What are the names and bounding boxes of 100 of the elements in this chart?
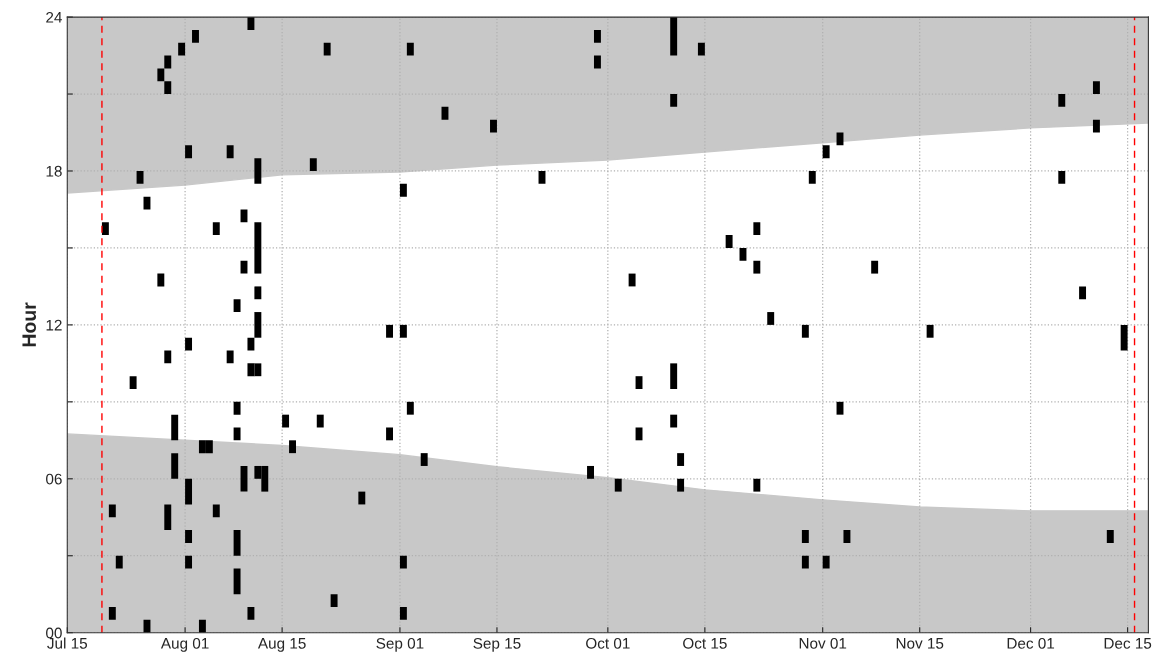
bar [178, 42, 186, 56]
bar [926, 324, 934, 338]
bar [822, 555, 830, 569]
bar [1092, 119, 1100, 133]
bar [254, 312, 262, 338]
bar [1092, 81, 1100, 95]
x-tick-label: Oct 01 [586, 637, 630, 649]
bar [101, 222, 109, 236]
x-tick-label: Nov 15 [896, 638, 944, 649]
bar [233, 530, 241, 556]
x-tick-label: Dec 15 [1104, 638, 1152, 649]
bar [323, 42, 331, 56]
bar [198, 619, 206, 633]
bar [185, 337, 193, 351]
bar [282, 414, 290, 428]
bar [212, 504, 220, 518]
bar [247, 337, 255, 351]
bar [171, 453, 179, 479]
x-tick-label: Sep 15 [473, 637, 521, 652]
y-tick-label: 12 [46, 319, 62, 331]
bar [157, 273, 165, 287]
bar [725, 235, 733, 248]
bar [1120, 324, 1128, 351]
bar [254, 286, 262, 300]
bar [247, 607, 255, 620]
bar [233, 299, 241, 313]
bar [164, 504, 172, 531]
y-tick-label: 24 [46, 11, 62, 23]
bar [1058, 170, 1066, 184]
bar [406, 401, 414, 415]
bar [399, 324, 407, 338]
bar [185, 145, 193, 159]
bar [490, 119, 497, 133]
bar [670, 94, 678, 107]
bar [406, 42, 414, 56]
bar [192, 29, 199, 43]
bar [677, 453, 685, 466]
bar [801, 555, 809, 569]
bar [289, 440, 296, 454]
bar [108, 607, 116, 620]
bar [157, 68, 165, 82]
bar [309, 158, 317, 171]
bar [226, 350, 234, 364]
bar [115, 555, 123, 569]
bar [1058, 94, 1066, 107]
bar [316, 414, 324, 428]
x-tick-label: Oct 15 [683, 637, 727, 649]
bar [697, 42, 705, 56]
bar [801, 530, 809, 543]
bar [386, 324, 393, 338]
bar [386, 427, 393, 441]
bar [628, 273, 636, 287]
bar [226, 145, 234, 159]
bar [164, 81, 172, 95]
bar [254, 158, 262, 184]
x-tick-label: Dec 01 [1007, 637, 1055, 649]
bar [212, 222, 220, 236]
bar [767, 312, 775, 325]
bar [247, 17, 255, 30]
bar [670, 17, 678, 56]
bar [420, 453, 428, 466]
y-tick-label: 18 [46, 165, 62, 177]
bar [808, 170, 816, 184]
x-tick-label: Jul 15 [47, 637, 88, 649]
bar [330, 594, 338, 608]
x-tick-label: Aug 01 [160, 637, 209, 652]
bar [108, 504, 116, 518]
bar [1106, 530, 1114, 543]
bar [753, 260, 761, 274]
bar [358, 491, 366, 505]
y-tick-label: 06 [46, 473, 62, 485]
bar [136, 170, 144, 184]
bar [164, 350, 172, 364]
bar [254, 222, 262, 274]
y-tick-label: 00 [46, 627, 62, 639]
bar [164, 55, 172, 69]
x-tick-label: Nov 01 [799, 637, 847, 649]
bar [185, 478, 193, 505]
bar [670, 363, 678, 390]
bar [677, 478, 685, 492]
bar [753, 222, 761, 236]
bar [593, 29, 601, 43]
bar [843, 530, 851, 543]
bar [171, 414, 179, 441]
bar [1079, 286, 1087, 300]
bar [233, 401, 241, 415]
bar [185, 555, 193, 569]
bar [614, 478, 622, 492]
bar [871, 260, 879, 274]
bar [399, 607, 407, 620]
bar [399, 555, 407, 569]
bar [587, 465, 594, 479]
bar [233, 568, 241, 595]
bar [399, 183, 407, 197]
x-tick-label: Aug 15 [257, 638, 306, 652]
y-axis-title: Hour [22, 302, 37, 347]
bar [670, 414, 678, 428]
bar [593, 55, 601, 69]
bar [129, 376, 137, 390]
bar [822, 145, 830, 159]
